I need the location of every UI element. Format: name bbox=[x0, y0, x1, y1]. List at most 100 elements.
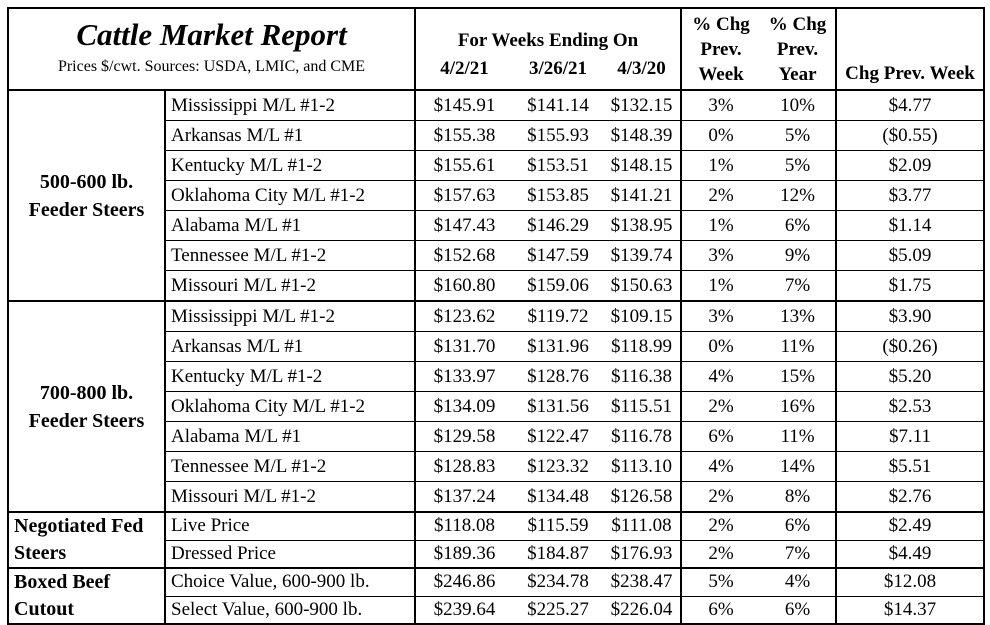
pct-chg-year-header: % Chg Prev. Year bbox=[760, 7, 837, 90]
price-4-3-20: $118.99 bbox=[603, 331, 682, 362]
table-row: Alabama M/L #1 $147.43 $146.29 $138.95 1% 6% $… bbox=[8, 210, 986, 241]
header-line: Prev. bbox=[776, 38, 819, 60]
price-3-26-21: $225.27 bbox=[513, 595, 604, 625]
price-4-2-21: $246.86 bbox=[415, 567, 514, 596]
price-4-2-21: $155.61 bbox=[415, 150, 514, 181]
table-row: Kentucky M/L #1-2 $155.61 $153.51 $148.15 1%… bbox=[8, 150, 986, 181]
row-location: Kentucky M/L #1-2 bbox=[165, 150, 417, 181]
pct-chg-prev-year: 15% bbox=[760, 361, 837, 392]
price-4-2-21: $157.63 bbox=[415, 180, 514, 211]
table-row: Boxed Beef Cutout Choice Value, 600-900 lb… bbox=[7, 567, 986, 625]
price-3-26-21: $159.06 bbox=[513, 270, 604, 301]
price-4-2-21: $133.97 bbox=[415, 361, 514, 392]
price-3-26-21: $131.96 bbox=[513, 331, 604, 362]
group-label: 500-600 lb. Feeder Steers bbox=[7, 89, 166, 301]
price-3-26-21: $123.32 bbox=[513, 451, 604, 482]
price-3-26-21: $134.48 bbox=[513, 481, 604, 512]
chg-prev-week: $1.14 bbox=[835, 210, 986, 241]
price-4-3-20: $148.39 bbox=[603, 120, 682, 151]
row-location: Oklahoma City M/L #1-2 bbox=[165, 180, 417, 211]
price-4-3-20: $138.95 bbox=[603, 210, 682, 241]
pct-chg-prev-week: 6% bbox=[680, 595, 761, 625]
date-col-3: 4/3/20 bbox=[617, 58, 666, 79]
pct-chg-prev-year: 8% bbox=[760, 481, 837, 512]
pct-chg-prev-year: 7% bbox=[760, 539, 837, 568]
price-4-3-20: $109.15 bbox=[603, 300, 682, 332]
header-line: % Chg bbox=[768, 13, 827, 35]
row-location: Select Value, 600-900 lb. bbox=[165, 595, 417, 625]
report-subtitle: Prices $/cwt. Sources: USDA, LMIC, and C… bbox=[6, 53, 417, 90]
chg-prev-week: $2.49 bbox=[835, 511, 986, 540]
price-4-3-20: $113.10 bbox=[603, 451, 682, 482]
group-label-line: Feeder Steers bbox=[28, 409, 145, 432]
row-location: Tennessee M/L #1-2 bbox=[165, 240, 417, 271]
price-3-26-21: $146.29 bbox=[513, 210, 604, 241]
table-row: Oklahoma City M/L #1-2 $157.63 $153.85 $141… bbox=[8, 180, 986, 211]
price-4-3-20: $150.63 bbox=[603, 270, 682, 301]
pct-chg-prev-year: 5% bbox=[760, 150, 837, 181]
group-label: 700-800 lb. Feeder Steers bbox=[7, 300, 166, 512]
price-3-26-21: $119.72 bbox=[513, 300, 604, 332]
price-4-3-20: $126.58 bbox=[603, 481, 682, 512]
pct-chg-prev-week: 2% bbox=[680, 539, 761, 568]
row-location: Tennessee M/L #1-2 bbox=[165, 451, 417, 482]
header-row-2: Prices $/cwt. Sources: USDA, LMIC, and C… bbox=[6, 53, 984, 90]
price-4-3-20: $116.78 bbox=[603, 421, 682, 452]
pct-chg-prev-week: 1% bbox=[680, 210, 761, 241]
group-label: Negotiated Fed Steers bbox=[7, 511, 166, 568]
table-row: Oklahoma City M/L #1-2 $134.09 $131.56 $115… bbox=[8, 391, 986, 422]
pct-chg-prev-year: 7% bbox=[760, 270, 837, 301]
pct-chg-prev-week: 2% bbox=[680, 511, 761, 540]
pct-chg-prev-year: 10% bbox=[760, 89, 837, 121]
chg-prev-week: $4.49 bbox=[835, 539, 986, 568]
row-location: Mississippi M/L #1-2 bbox=[165, 300, 417, 332]
row-location: Live Price bbox=[165, 511, 417, 540]
group-label-line: 700-800 lb. bbox=[39, 381, 134, 404]
group-label-line: Steers bbox=[14, 542, 67, 564]
price-4-3-20: $148.15 bbox=[603, 150, 682, 181]
pct-chg-prev-week: 2% bbox=[680, 391, 761, 422]
price-4-2-21: $131.70 bbox=[415, 331, 514, 362]
price-4-2-21: $123.62 bbox=[415, 300, 514, 332]
price-3-26-21: $184.87 bbox=[513, 539, 604, 568]
pct-chg-prev-week: 0% bbox=[680, 331, 761, 362]
price-4-2-21: $160.80 bbox=[415, 270, 514, 301]
row-location: Arkansas M/L #1 bbox=[165, 120, 417, 151]
date-col-1: 4/2/21 bbox=[440, 58, 489, 79]
chg-prev-week: ($0.26) bbox=[835, 331, 986, 362]
price-4-2-21: $129.58 bbox=[415, 421, 514, 452]
chg-prev-week: $2.53 bbox=[835, 391, 986, 422]
pct-chg-prev-week: 2% bbox=[680, 481, 761, 512]
price-4-2-21: $137.24 bbox=[415, 481, 514, 512]
pct-chg-prev-week: 4% bbox=[680, 361, 761, 392]
price-4-3-20: $226.04 bbox=[603, 595, 682, 625]
group-label-line: Boxed Beef bbox=[14, 571, 111, 593]
pct-chg-prev-year: 13% bbox=[760, 300, 837, 332]
price-4-2-21: $152.68 bbox=[415, 240, 514, 271]
price-3-26-21: $128.76 bbox=[513, 361, 604, 392]
pct-chg-prev-year: 6% bbox=[760, 595, 837, 625]
pct-chg-prev-week: 2% bbox=[680, 180, 761, 211]
price-3-26-21: $131.56 bbox=[513, 391, 604, 422]
pct-chg-prev-year: 6% bbox=[760, 511, 837, 540]
price-4-2-21: $145.91 bbox=[415, 89, 514, 121]
price-3-26-21: $153.51 bbox=[513, 150, 604, 181]
group-label-line: Negotiated Fed bbox=[14, 515, 144, 537]
chg-prev-week: $12.08 bbox=[835, 567, 986, 596]
chg-prev-week: $5.20 bbox=[835, 361, 986, 392]
chg-prev-week: $3.77 bbox=[835, 180, 986, 211]
pct-chg-prev-week: 3% bbox=[680, 89, 761, 121]
chg-prev-week: $14.37 bbox=[835, 595, 986, 625]
chg-prev-week: $5.09 bbox=[835, 240, 986, 271]
row-location: Kentucky M/L #1-2 bbox=[165, 361, 417, 392]
row-location: Choice Value, 600-900 lb. bbox=[165, 567, 417, 596]
price-3-26-21: $153.85 bbox=[513, 180, 604, 211]
table-row: Alabama M/L #1 $129.58 $122.47 $116.78 6% 11%… bbox=[8, 421, 986, 452]
price-4-2-21: $147.43 bbox=[415, 210, 514, 241]
row-location: Missouri M/L #1-2 bbox=[165, 270, 417, 301]
row-location: Arkansas M/L #1 bbox=[165, 331, 417, 362]
table-row: 500-600 lb. Feeder Steers Mississippi M/L … bbox=[7, 89, 986, 301]
price-4-2-21: $239.64 bbox=[415, 595, 514, 625]
pct-chg-prev-year: 16% bbox=[760, 391, 837, 422]
table-row: Arkansas M/L #1 $131.70 $131.96 $118.99 0% 11… bbox=[8, 331, 986, 362]
